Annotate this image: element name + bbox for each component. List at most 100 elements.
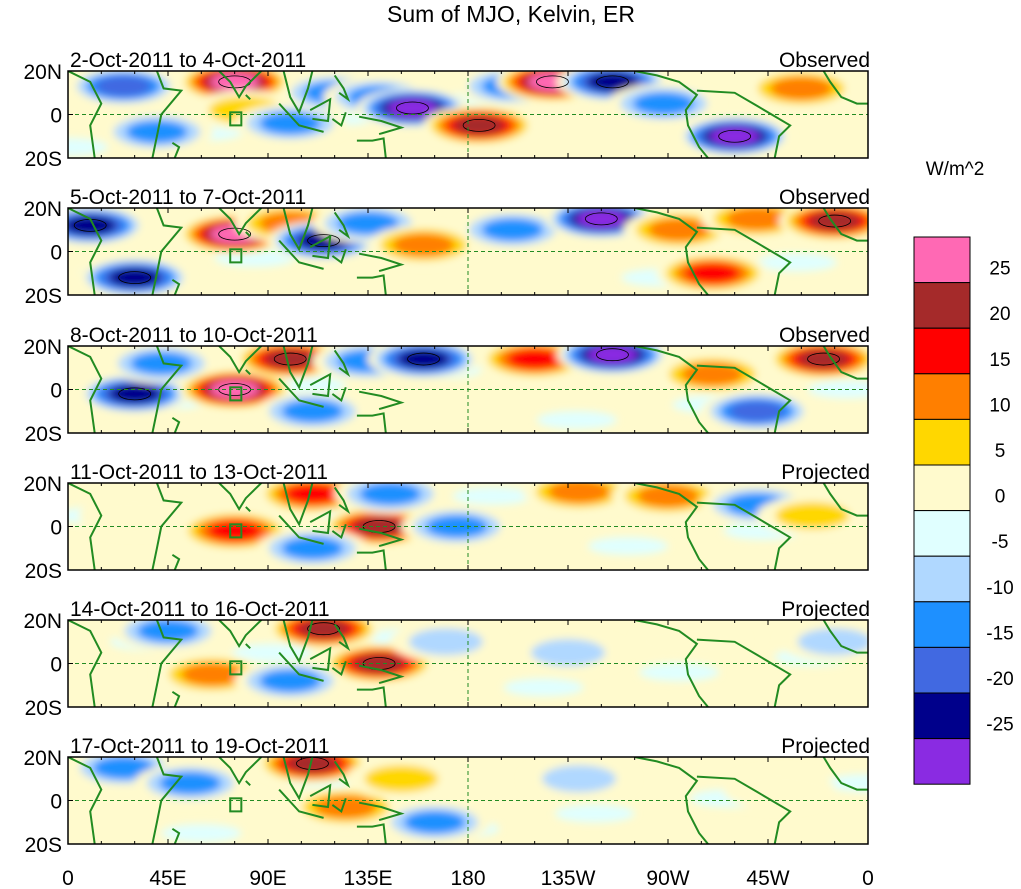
anomaly-blob (742, 776, 817, 804)
anomaly-blob (453, 115, 505, 135)
colorbar-label: 20 (989, 304, 1010, 325)
anomaly-blob (161, 824, 242, 843)
coastline (151, 346, 184, 433)
coastline (358, 664, 405, 685)
contour-line (118, 271, 152, 284)
y-tick-label: 20N (23, 336, 62, 359)
coastline (356, 137, 387, 158)
anomaly-blob (577, 209, 626, 229)
colorbar-swatch (913, 692, 971, 740)
y-tick-label: 0 (50, 242, 62, 265)
x-axis: 0 45E 90E 135E 180 135W 90W 45W 0 (62, 867, 874, 889)
anomaly-blob (542, 765, 617, 793)
panel-plot-area (68, 208, 868, 295)
anomaly-blob (315, 795, 377, 819)
coastline (218, 757, 263, 786)
contour-line (396, 101, 429, 115)
panel-date-range: 11-Oct-2011 to 13-Oct-2011 (70, 461, 328, 484)
contour-line (807, 352, 840, 366)
anomaly-blob (548, 483, 610, 504)
region-box (229, 248, 243, 264)
panel-plot-area (68, 346, 868, 433)
coastline (171, 690, 181, 707)
coastline (309, 234, 332, 260)
coastline (278, 514, 324, 545)
coastline (309, 97, 332, 123)
y-tick-label: 0 (50, 654, 62, 677)
anomaly-blob (137, 620, 199, 643)
coastline (634, 483, 709, 570)
x-tick-label: 135E (343, 867, 392, 889)
x-tick-label: 90W (646, 867, 689, 889)
anomaly-blob (554, 804, 635, 823)
coastline (68, 71, 103, 158)
coastline (282, 620, 314, 664)
contour-line (462, 118, 496, 132)
coastline (278, 239, 324, 270)
coastline (278, 651, 324, 682)
coastline (822, 483, 868, 517)
anomaly-blob (809, 211, 861, 231)
coastline (278, 788, 324, 819)
anomaly-blob (588, 346, 637, 364)
anomaly-blob (770, 77, 832, 100)
anomaly-blob (452, 487, 533, 506)
coastline (331, 797, 347, 814)
coastline (171, 827, 181, 844)
coastline (696, 89, 792, 158)
coastline (171, 416, 181, 433)
anomaly-blob (109, 384, 161, 404)
anomaly-blob (207, 520, 263, 542)
x-tick-label: 180 (450, 867, 485, 889)
coastline (333, 349, 351, 378)
coastline (358, 801, 405, 822)
anomaly-blob (408, 628, 483, 656)
contour-line (307, 234, 340, 248)
region-box (229, 111, 243, 127)
anomaly-blob (710, 127, 760, 146)
panel-status: Projected (781, 598, 870, 621)
colorbar-label: 15 (989, 350, 1010, 371)
coastline (245, 369, 251, 376)
contour-line (307, 622, 340, 636)
anomaly-blob (388, 98, 437, 118)
anomaly-blob (503, 678, 584, 697)
coastline (218, 71, 263, 100)
coastline (696, 226, 792, 295)
coastline (822, 71, 868, 105)
colorbar-label: -5 (992, 532, 1009, 553)
panel: 20N 0 20S 8-Oct-2011 to 10-Oct-2011 Observed (23, 324, 870, 446)
contour-line (596, 348, 629, 362)
anomaly-blob (648, 218, 710, 242)
coastline (331, 523, 347, 540)
coastline (151, 757, 184, 844)
coastline (822, 620, 868, 654)
panel-field (68, 71, 858, 157)
panel: 20N 0 20S 17-Oct-2011 to 19-Oct-2011 Project… (23, 735, 870, 857)
anomaly-blob (536, 410, 617, 429)
panel: 20N 0 20S 5-Oct-2011 to 7-Oct-2011 Observed (23, 186, 870, 308)
colorbar-label: 0 (995, 487, 1006, 508)
panel: 20N 0 20S 11-Oct-2011 to 13-Oct-2011 Project… (23, 461, 870, 583)
y-tick-label: 0 (50, 517, 62, 540)
coastline (358, 115, 405, 136)
coastline (68, 483, 103, 570)
colorbar-swatch (913, 327, 971, 375)
coastline (333, 486, 351, 515)
anomaly-blob (397, 349, 450, 369)
anomaly-blob (681, 362, 744, 386)
anomaly-blob (825, 774, 868, 793)
panel-date-range: 14-Oct-2011 to 16-Oct-2011 (70, 598, 330, 621)
coastline (245, 780, 251, 787)
colorbar-swatch (913, 510, 971, 557)
coastline (309, 372, 332, 398)
y-tick-label: 20N (23, 747, 62, 770)
colorbar-label: -10 (986, 578, 1013, 599)
region-box (229, 523, 243, 539)
anomaly-blob (653, 628, 728, 656)
coastline (68, 620, 103, 707)
coastline (634, 620, 709, 707)
panel-date-range: 8-Oct-2011 to 10-Oct-2011 (70, 324, 318, 347)
coastline (151, 483, 184, 570)
colorbar-label: -15 (986, 623, 1013, 644)
